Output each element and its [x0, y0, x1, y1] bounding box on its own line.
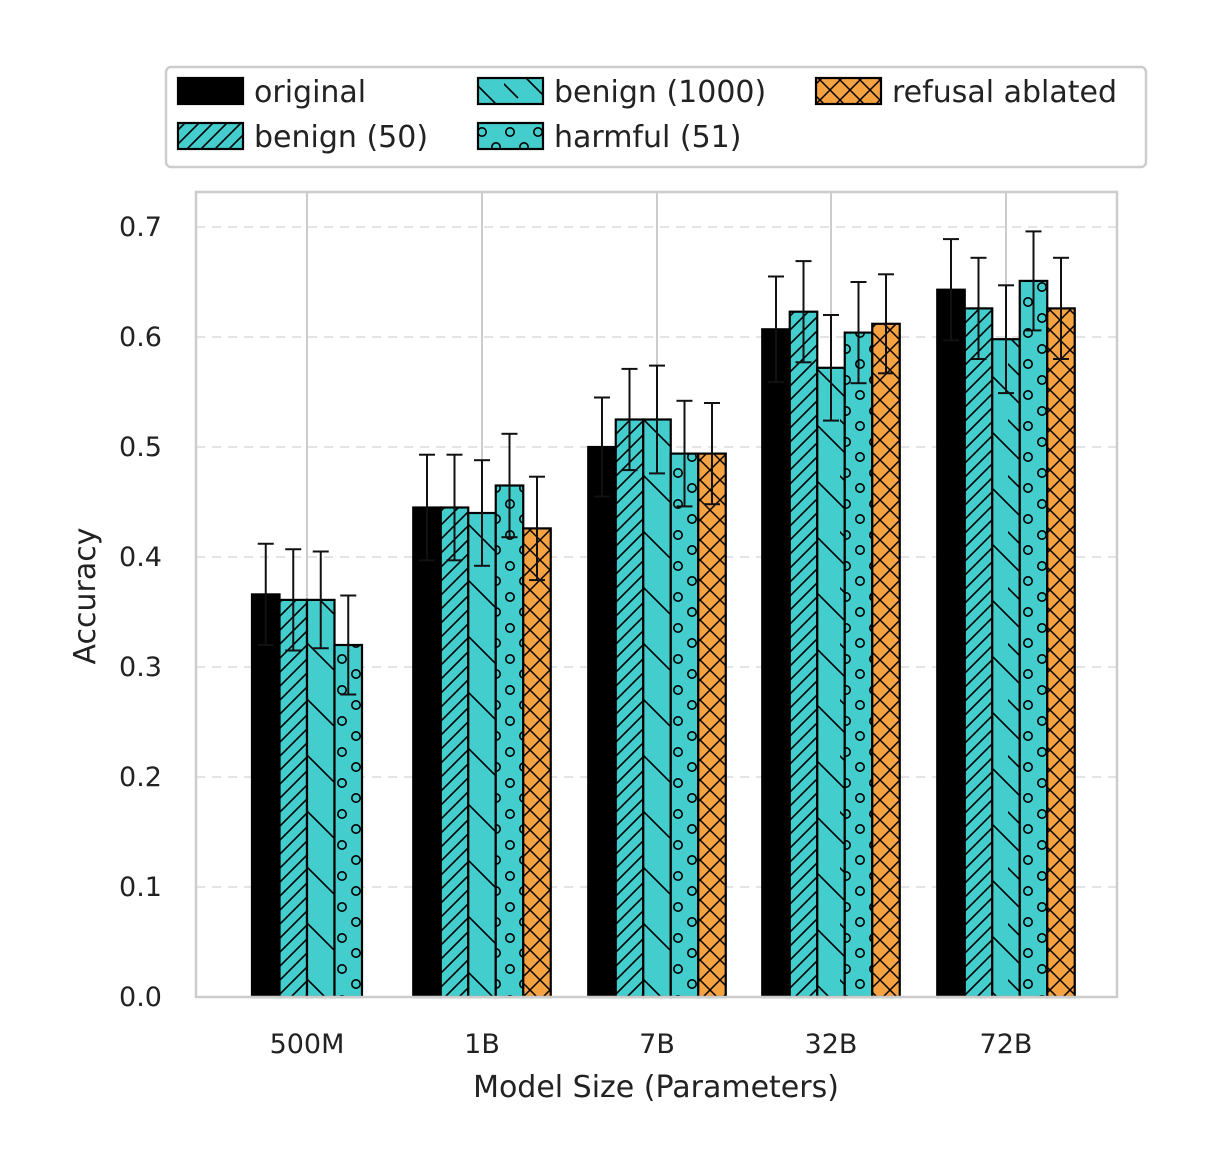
bar — [762, 329, 790, 997]
x-axis-label: Model Size (Parameters) — [473, 1070, 839, 1105]
bar-hatch — [992, 339, 1020, 997]
legend-swatch-hatch — [478, 123, 543, 149]
y-tick-label: 0.6 — [119, 322, 162, 353]
legend-label: harmful (51) — [554, 120, 741, 155]
x-tick-label: 500M — [270, 1029, 345, 1060]
legend-swatch-hatch — [816, 78, 881, 104]
bar-hatch — [440, 507, 469, 997]
legend: original benign (50) benign (1000) harmful … — [164, 65, 1148, 169]
bar-hatch — [1019, 280, 1048, 997]
legend-swatch — [178, 78, 243, 104]
bar-hatch — [643, 419, 671, 997]
bar-hatch — [468, 513, 496, 997]
legend-swatch-hatch — [478, 78, 543, 104]
bar-hatch — [789, 311, 818, 997]
y-axis-label: Accuracy — [68, 528, 103, 665]
legend-swatch-outline — [476, 76, 545, 106]
legend-swatch-outline — [814, 76, 883, 106]
legend-label: benign (50) — [254, 120, 428, 155]
bar-hatch — [495, 485, 524, 997]
y-tick-label: 0.1 — [119, 872, 162, 903]
bar-hatch — [523, 528, 551, 997]
legend-label: original — [254, 75, 366, 110]
bar — [252, 594, 280, 997]
bar-hatch — [1047, 308, 1075, 997]
bar-hatch — [698, 453, 726, 998]
bar-hatch — [279, 599, 307, 997]
bar-hatch — [872, 323, 900, 997]
x-tick-label: 7B — [639, 1029, 675, 1060]
legend-swatch-outline — [176, 76, 245, 106]
bar-hatch — [964, 308, 993, 997]
y-tick-label: 0.7 — [119, 212, 162, 243]
x-tick-label: 32B — [805, 1029, 858, 1060]
legend-label: refusal ablated — [892, 75, 1117, 110]
y-tick-label: 0.5 — [119, 432, 162, 463]
legend-frame — [164, 65, 1148, 169]
legend-swatch-outline — [476, 121, 545, 151]
bar — [588, 447, 616, 997]
x-tick-label: 1B — [464, 1029, 500, 1060]
bar-hatch — [307, 599, 335, 997]
bar-hatch — [817, 367, 845, 997]
bar — [413, 507, 441, 997]
legend-swatch-outline — [176, 121, 245, 151]
y-tick-label: 0.3 — [119, 652, 162, 683]
y-tick-label: 0.2 — [119, 762, 162, 793]
bar-hatch — [844, 332, 873, 998]
bar — [937, 289, 965, 997]
bar-hatch — [334, 645, 362, 997]
bar-hatch — [615, 419, 644, 997]
y-tick-label: 0.4 — [119, 542, 162, 573]
y-tick-label: 0.0 — [119, 982, 162, 1013]
x-tick-label: 72B — [980, 1029, 1033, 1060]
legend-swatch-hatch — [178, 123, 243, 149]
plot-frame — [194, 190, 1119, 999]
bar-hatch — [670, 453, 699, 998]
legend-label: benign (1000) — [554, 75, 766, 110]
